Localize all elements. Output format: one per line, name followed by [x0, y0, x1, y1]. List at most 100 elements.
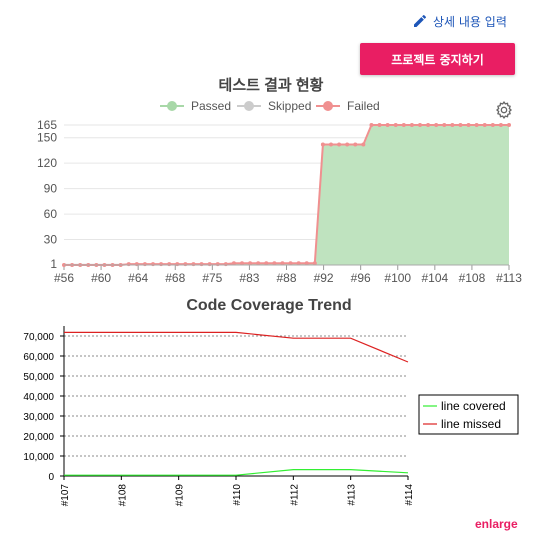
- failed-point: [191, 262, 196, 267]
- failed-point: [345, 142, 350, 147]
- failed-point: [434, 123, 439, 127]
- failed-point: [312, 261, 317, 266]
- legend-label-line-missed: line missed: [441, 417, 501, 431]
- legend-label-passed: Passed: [191, 99, 231, 113]
- failed-point: [458, 123, 463, 127]
- failed-point: [231, 261, 236, 266]
- failed-point: [498, 123, 503, 127]
- x-tick-label: #64: [128, 271, 148, 285]
- code-coverage-chart: Code Coverage Trend 0 10,000 20,000 30,000 40…: [23, 297, 519, 507]
- x-tick-label: #114: [404, 484, 415, 506]
- failed-point: [215, 262, 220, 267]
- failed-point: [385, 123, 390, 127]
- failed-point: [393, 123, 398, 127]
- failed-point: [377, 123, 382, 127]
- x-tick-label: #92: [314, 271, 334, 285]
- failed-point: [466, 123, 471, 127]
- y-tick-label: 165: [37, 118, 57, 132]
- failed-point: [240, 261, 244, 266]
- x-tick-label: #107: [60, 484, 71, 507]
- legend-label-failed: Failed: [347, 99, 380, 113]
- failed-point: [490, 123, 495, 127]
- failed-point: [256, 261, 261, 266]
- legend-marker-skipped: [244, 101, 254, 111]
- failed-point: [418, 123, 422, 127]
- y-tick-label: 30: [44, 233, 58, 247]
- legend-label-skipped: Skipped: [268, 99, 311, 113]
- x-tick-label: #100: [384, 271, 411, 285]
- series-line-line-missed: [64, 331, 409, 363]
- failed-point: [175, 262, 180, 267]
- y-tick-label: 70,000: [23, 332, 54, 343]
- failed-point: [151, 262, 155, 267]
- failed-point: [369, 123, 374, 127]
- failed-point: [474, 123, 479, 127]
- failed-point: [199, 262, 204, 267]
- legend-label-line-covered: line covered: [441, 399, 506, 413]
- x-tick-label: #88: [276, 271, 296, 285]
- failed-point: [126, 262, 131, 267]
- y-tick-label: 90: [44, 182, 58, 196]
- failed-point: [450, 123, 455, 127]
- chart-title: 테스트 결과 현황: [219, 76, 324, 94]
- failed-point: [142, 262, 147, 267]
- x-tick-label: #83: [239, 271, 259, 285]
- passed-area: [64, 125, 509, 265]
- failed-point: [248, 261, 253, 266]
- failed-point: [304, 261, 309, 266]
- test-results-chart: 테스트 결과 현황 Passed Skipped Failed 1 30 60 90 120 15…: [37, 76, 522, 285]
- y-tick-label: 1: [50, 257, 57, 271]
- failed-point: [183, 262, 188, 267]
- x-tick-label: #104: [421, 271, 448, 285]
- failed-point: [442, 123, 447, 127]
- x-tick-label: #96: [351, 271, 371, 285]
- pencil-icon: [412, 13, 428, 29]
- chart-title: Code Coverage Trend: [186, 297, 351, 314]
- failed-point: [288, 261, 293, 266]
- failed-point: [329, 142, 333, 147]
- x-tick-label: #108: [459, 271, 486, 285]
- failed-point: [207, 262, 212, 267]
- y-tick-label: 150: [37, 131, 57, 145]
- y-tick-label: 20,000: [23, 432, 54, 443]
- x-tick-label: #68: [165, 271, 185, 285]
- series-line-line-covered: [64, 469, 409, 476]
- failed-point: [159, 262, 164, 267]
- failed-point: [223, 262, 228, 267]
- failed-point: [264, 261, 269, 266]
- y-tick-label: 50,000: [23, 372, 54, 383]
- failed-point: [167, 262, 172, 267]
- y-tick-label: 60,000: [23, 352, 54, 363]
- failed-point: [482, 123, 487, 127]
- stop-project-button[interactable]: 프로젝트 중지하기: [360, 43, 515, 75]
- failed-point: [353, 142, 358, 147]
- gear-icon[interactable]: [494, 100, 514, 120]
- y-tick-label: 10,000: [23, 452, 54, 463]
- x-tick-label: #109: [175, 484, 186, 507]
- y-tick-label: 120: [37, 156, 57, 170]
- failed-point: [401, 123, 406, 127]
- x-tick-label: #113: [347, 484, 358, 506]
- failed-point: [296, 261, 301, 266]
- x-tick-label: #112: [289, 484, 300, 506]
- legend-marker-passed: [167, 101, 177, 111]
- x-tick-label: #113: [496, 271, 522, 285]
- failed-point: [134, 262, 139, 267]
- enlarge-link[interactable]: enlarge: [475, 517, 518, 531]
- failed-point: [361, 142, 366, 147]
- detail-input-link[interactable]: 상세 내용 입력: [412, 10, 507, 32]
- x-tick-label: #60: [91, 271, 111, 285]
- x-tick-label: #110: [232, 484, 243, 506]
- failed-point: [280, 261, 285, 266]
- failed-point: [426, 123, 431, 127]
- detail-input-label: 상세 내용 입력: [433, 14, 507, 29]
- y-tick-label: 40,000: [23, 392, 54, 403]
- failed-point: [272, 261, 277, 266]
- failed-point: [320, 142, 325, 147]
- y-tick-label: 0: [48, 472, 54, 483]
- x-tick-label: #108: [117, 484, 128, 507]
- legend-marker-failed: [323, 101, 333, 111]
- failed-point: [337, 142, 342, 147]
- failed-point: [409, 123, 414, 127]
- y-tick-label: 30,000: [23, 412, 54, 423]
